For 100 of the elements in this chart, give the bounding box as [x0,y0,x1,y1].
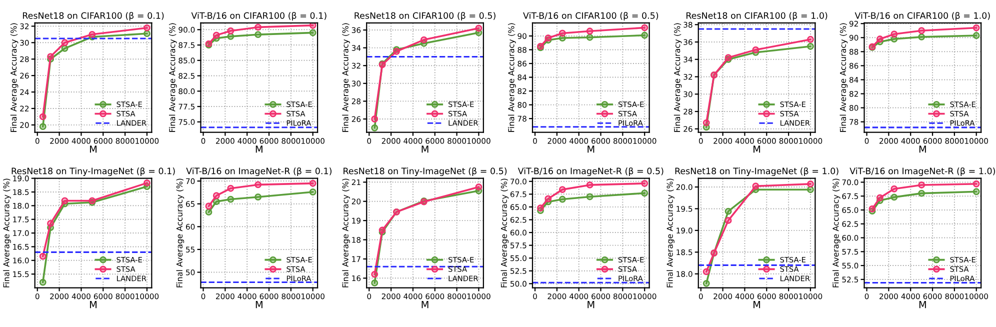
x-axis-title: M [588,146,594,153]
point [309,22,316,29]
x-axis-title: M [754,301,760,308]
point [61,44,68,52]
point [586,34,594,41]
point [702,119,710,126]
point [752,46,760,54]
point [876,36,884,42]
point [47,53,54,60]
point [918,182,926,188]
chart-title: ViT-B/16 on ImageNet-R (β = 0.5) [518,167,664,176]
point [972,32,980,39]
y-axis-title: Final Average Accuracy (%) [674,23,682,132]
point [39,278,46,286]
point [371,270,378,278]
point [972,180,980,188]
point [143,24,150,32]
point [143,30,150,38]
point [309,29,316,36]
y-axis-title: Final Average Accuracy (%) [176,178,184,288]
chart-title: ResNet18 on CIFAR100 (β = 0.1) [22,12,164,21]
x-axis-title: M [90,301,97,308]
point [475,24,482,32]
x-axis-title: M [256,146,262,153]
point [918,27,926,34]
y-axis-title: Final Average Accuracy (%) [3,178,11,288]
point [205,202,212,210]
point [890,30,898,38]
x-axis-title: M [919,146,926,153]
x-axis-title: M [588,301,594,308]
point [61,197,68,204]
chart-title: ResNet18 on Tiny-ImageNet (β = 0.5) [344,167,507,176]
point [254,181,262,188]
point [309,180,316,187]
y-axis-title: Final Average Accuracy (%) [342,23,350,132]
chart-title: ViT-B/16 on ImageNet-R (β = 1.0) [850,167,995,176]
point [39,113,46,120]
point [868,205,876,212]
chart-title: ResNet18 on Tiny-ImageNet (β = 1.0) [675,167,838,176]
chart-title: ViT-B/16 on CIFAR100 (β = 0.1) [191,12,326,21]
x-axis-title: M [90,146,97,153]
point [558,186,566,194]
y-axis-title: Final Average Accuracy (%) [832,178,840,288]
chart-title: ResNet18 on CIFAR100 (β = 0.5) [354,12,496,21]
point [475,183,482,190]
point [752,182,760,190]
point [558,196,566,203]
point [641,32,648,39]
point [537,204,544,212]
point [254,31,262,38]
point [807,186,814,194]
point [227,32,234,40]
point [972,24,980,32]
point [212,198,220,206]
point [724,216,732,224]
y-axis-title: Final Average Accuracy (%) [840,23,848,132]
point [586,181,594,188]
point [309,188,316,196]
point [143,179,150,186]
y-axis-title: Final Average Accuracy (%) [342,178,350,288]
y-axis-title: Final Average Accuracy (%) [508,23,516,132]
point [702,280,710,287]
chart-title: ViT-B/16 on CIFAR100 (β = 0.5) [523,12,658,21]
y-axis-title: Final Average Accuracy (%) [168,23,177,132]
x-axis-title: M [422,146,428,153]
point [47,220,54,227]
chart-title: ViT-B/16 on CIFAR100 (β = 1.0) [854,12,990,21]
y-axis-title: Final Average Accuracy (%) [500,178,509,288]
point [227,184,234,192]
point [205,208,212,216]
point [420,36,428,44]
point [641,180,648,187]
point [586,193,594,200]
point [876,194,884,202]
point [586,28,594,35]
point [227,27,234,34]
point [724,208,732,215]
chart-title: ResNet18 on CIFAR100 (β = 1.0) [686,12,828,21]
point [39,252,46,260]
point [807,36,814,43]
point [544,195,552,202]
y-axis-title: Final Average Accuracy (%) [10,23,18,132]
point [212,32,220,39]
x-axis-title: M [919,301,926,308]
point [61,39,68,46]
y-axis-title: Final Average Accuracy (%) [666,178,674,288]
point [371,116,378,122]
point [254,194,262,200]
point [558,30,566,37]
point [807,42,814,50]
point [918,190,926,197]
point [918,33,926,40]
chart-title: ResNet18 on Tiny-ImageNet (β = 0.1) [12,167,175,176]
x-axis-title: M [754,146,760,153]
x-axis-title: M [256,301,262,308]
point [88,30,96,38]
chart-title: ViT-B/16 on ImageNet-R (β = 0.1) [186,167,332,176]
point [212,192,220,200]
point [972,188,980,196]
point [39,123,46,130]
